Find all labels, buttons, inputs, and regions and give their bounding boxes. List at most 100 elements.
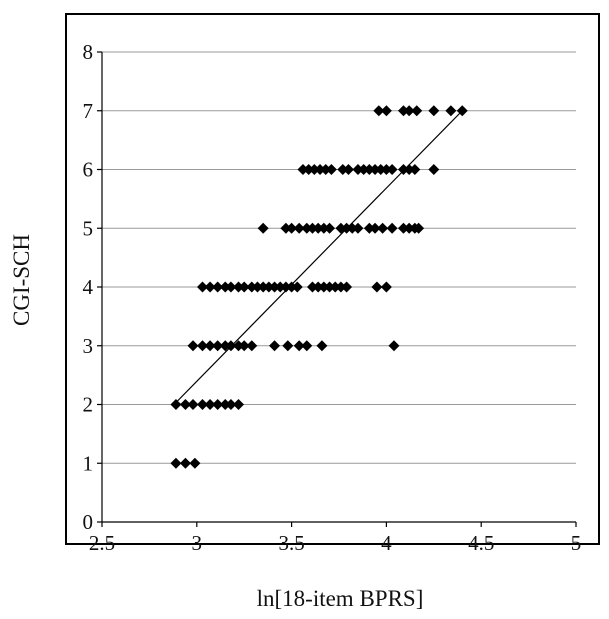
y-tick-label-8: 8	[83, 40, 94, 64]
data-point	[324, 222, 336, 234]
x-axis-title: ln[18-item BPRS]	[257, 586, 424, 611]
data-point	[341, 281, 353, 293]
data-point	[297, 164, 309, 175]
data-point	[286, 281, 298, 293]
data-point	[403, 222, 415, 234]
data-point	[204, 340, 216, 352]
data-point	[238, 281, 250, 293]
tick-labels: 0 1 2 3 4 5 6 7 8 2.5 3 3.5 4 4.5 5	[83, 40, 582, 555]
data-point	[371, 281, 383, 293]
data-point	[363, 164, 375, 175]
data-point	[269, 281, 281, 293]
data-point	[187, 340, 199, 352]
data-point	[324, 281, 336, 293]
x-tick-label-3_5: 3.5	[278, 531, 304, 555]
data-point	[219, 399, 231, 410]
data-point	[291, 281, 303, 293]
trendline	[173, 110, 463, 405]
data-point	[212, 281, 224, 293]
data-point	[233, 340, 245, 352]
data-point	[257, 222, 269, 234]
data-point	[409, 164, 421, 175]
data-point	[274, 281, 286, 293]
data-point	[363, 222, 375, 234]
y-tick-label-0: 0	[83, 510, 94, 534]
data-point	[196, 281, 208, 293]
data-point	[246, 340, 258, 352]
data-point	[170, 399, 182, 410]
axes	[97, 51, 577, 527]
data-point	[314, 164, 326, 175]
y-axis-title: CGI-SCH	[9, 234, 34, 326]
data-point	[413, 222, 425, 234]
data-point	[293, 222, 305, 234]
data-point	[257, 281, 269, 293]
data-point	[225, 399, 237, 410]
data-points	[170, 105, 468, 469]
data-point	[269, 340, 281, 352]
data-point	[204, 399, 216, 410]
y-tick-label-5: 5	[83, 216, 94, 240]
data-point	[397, 105, 409, 117]
trendline-layer	[173, 110, 463, 405]
data-point	[225, 340, 237, 352]
data-point	[352, 164, 364, 175]
y-tick-label-2: 2	[83, 393, 94, 417]
data-point	[445, 105, 457, 117]
data-point	[337, 164, 349, 175]
data-point	[320, 164, 332, 175]
data-point	[293, 340, 305, 352]
data-point	[312, 281, 324, 293]
data-point	[170, 457, 182, 469]
data-point	[318, 222, 330, 234]
x-tick-label-4: 4	[381, 531, 392, 555]
data-point	[280, 281, 292, 293]
data-point	[341, 222, 353, 234]
data-point	[204, 281, 216, 293]
data-point	[212, 340, 224, 352]
data-point	[308, 164, 320, 175]
data-point	[380, 281, 392, 293]
data-point	[179, 399, 191, 410]
y-tick-label-3: 3	[83, 334, 94, 358]
data-point	[352, 222, 364, 234]
x-tick-label-5: 5	[571, 531, 582, 555]
y-tick-label-4: 4	[83, 275, 94, 299]
data-point	[380, 164, 392, 175]
data-point	[212, 399, 224, 410]
data-point	[397, 164, 409, 175]
y-tick-label-6: 6	[83, 158, 94, 182]
data-point	[246, 281, 258, 293]
data-point	[386, 222, 398, 234]
data-point	[225, 281, 237, 293]
data-point	[280, 222, 292, 234]
data-point	[335, 222, 347, 234]
data-point	[325, 164, 337, 175]
data-point	[456, 105, 468, 117]
data-point	[251, 281, 263, 293]
data-point	[316, 340, 328, 352]
data-point	[375, 164, 387, 175]
data-point	[301, 340, 313, 352]
x-tick-label-3: 3	[192, 531, 203, 555]
data-point	[428, 105, 440, 117]
data-point	[219, 281, 231, 293]
y-tick-label-1: 1	[83, 451, 94, 475]
data-point	[329, 281, 341, 293]
data-point	[196, 399, 208, 410]
data-point	[179, 457, 191, 469]
data-point	[318, 281, 330, 293]
data-point	[403, 105, 415, 117]
data-point	[263, 281, 275, 293]
data-point	[286, 222, 298, 234]
data-point	[377, 222, 389, 234]
data-point	[386, 164, 398, 175]
data-point	[335, 281, 347, 293]
data-point	[238, 340, 250, 352]
data-point	[233, 281, 245, 293]
data-point	[358, 164, 370, 175]
x-tick-label-4_5: 4.5	[468, 531, 494, 555]
data-point	[187, 399, 199, 410]
data-point	[346, 222, 358, 234]
